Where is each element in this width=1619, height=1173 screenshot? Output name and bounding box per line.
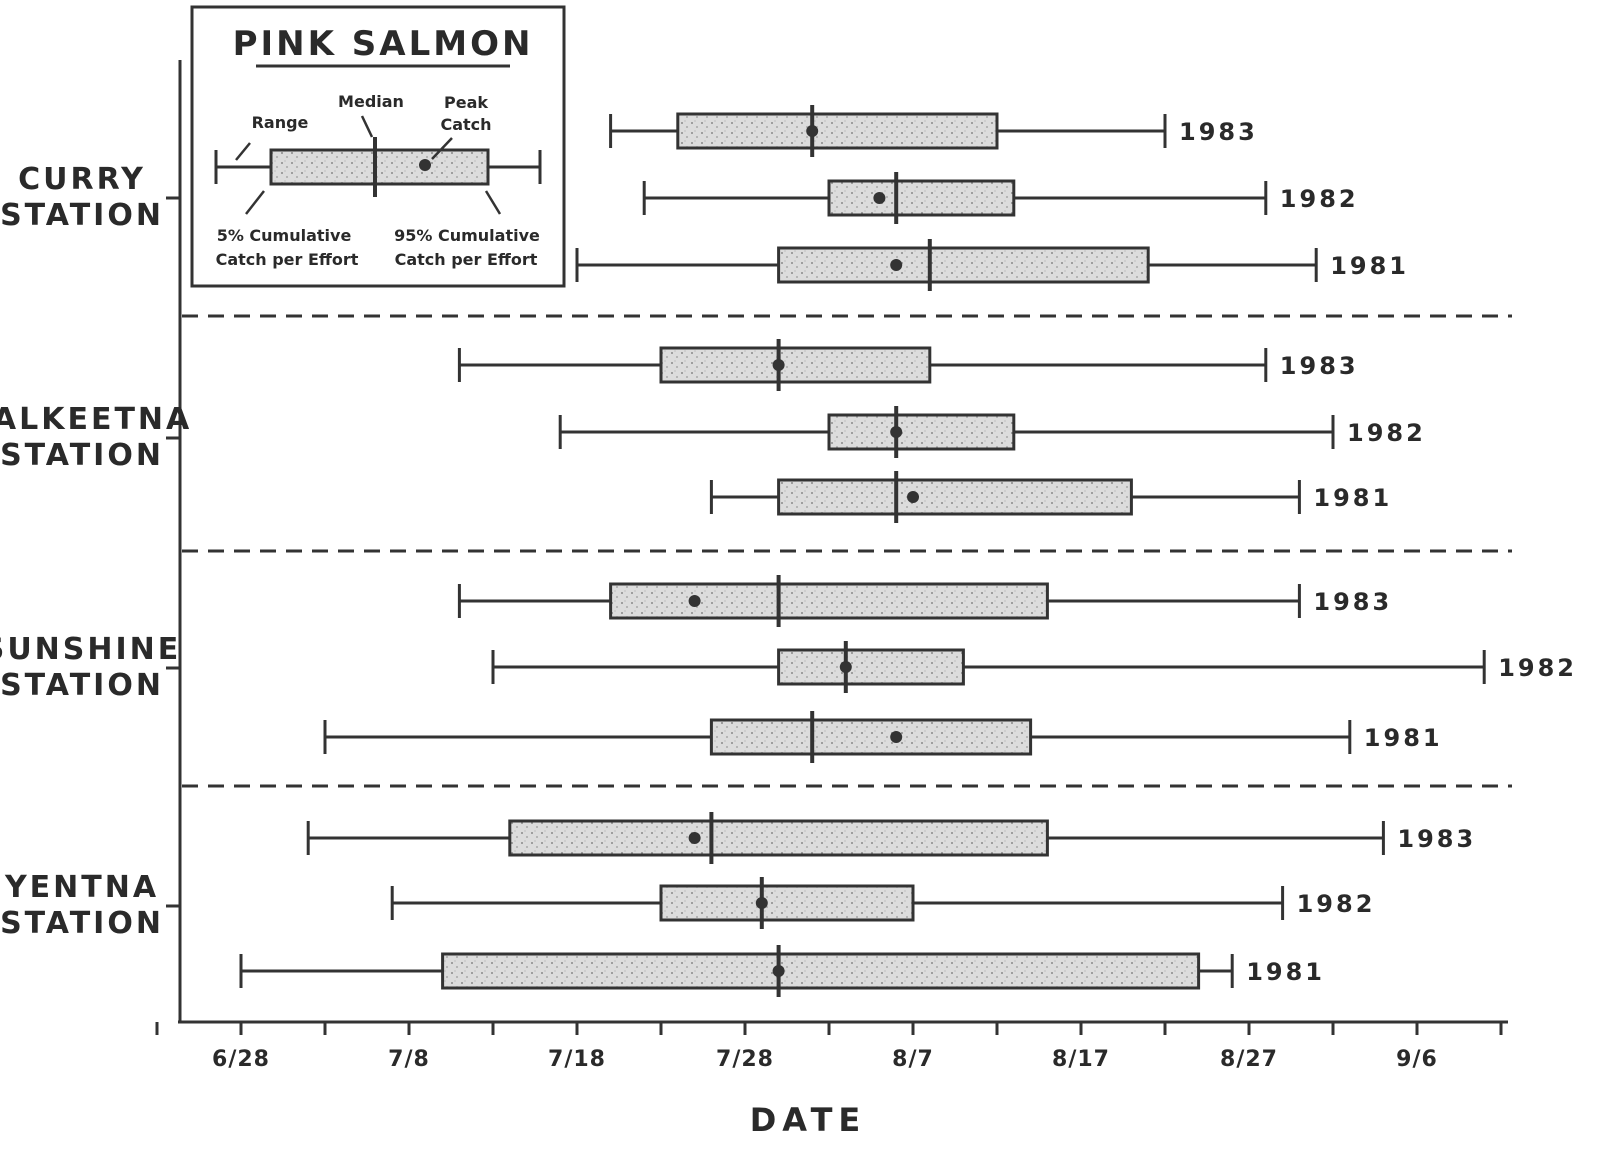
percentile-box (441, 952, 1201, 990)
legend-pointer-p95 (484, 190, 502, 215)
legend-pointer-median (360, 115, 374, 138)
peak-catch-marker (688, 595, 701, 607)
peak-catch-marker (890, 259, 903, 271)
year-label: 1983 (1313, 588, 1392, 616)
station-label: STATION (0, 198, 164, 233)
box-yentna-1981: 1981 (239, 945, 1325, 997)
peak-catch-marker (772, 359, 785, 371)
year-label: 1982 (1280, 185, 1359, 213)
x-tick-label: 6/28 (212, 1047, 270, 1072)
x-axis: 6/28 7/8 7/18 7/28 8/7 8/17 8/27 9/6 (155, 1022, 1503, 1072)
year-label: 1981 (1246, 958, 1325, 986)
x-tick-label: 9/6 (1396, 1047, 1438, 1072)
legend-percentile-box (269, 148, 490, 186)
box-sunshine-1982: 1982 (491, 641, 1577, 693)
percentile-box (609, 582, 1049, 620)
peak-catch-marker (839, 661, 852, 673)
year-label: 1983 (1179, 118, 1258, 146)
station-label: SUNSHINE (0, 632, 181, 667)
percentile-box (777, 246, 1150, 284)
box-talkeetna-1982: 1982 (558, 406, 1426, 458)
peak-catch-marker (890, 426, 903, 438)
percentile-box (709, 718, 1033, 756)
legend-peak-marker (419, 159, 431, 171)
x-tick-label: 7/28 (716, 1047, 774, 1072)
legend-median-label: Median (338, 92, 404, 111)
legend-p95-label: Catch per Effort (395, 250, 538, 269)
year-label: 1983 (1280, 352, 1359, 380)
station-label: YENTNA (4, 870, 159, 905)
percentile-box (659, 346, 932, 384)
year-label: 1981 (1313, 484, 1392, 512)
percentile-box (676, 112, 999, 150)
legend-p5-label: 5% Cumulative (217, 226, 352, 245)
percentile-box (827, 413, 1016, 451)
x-tick-label: 8/17 (1052, 1047, 1110, 1072)
peak-catch-marker (907, 491, 919, 503)
box-series: 1983 1982 1981 1983 1982 1981 1983 1982 1981 1983… (239, 105, 1577, 997)
x-tick-label: 7/8 (388, 1047, 430, 1072)
year-label: 1981 (1364, 724, 1443, 752)
year-label: 1981 (1330, 252, 1409, 280)
percentile-box (777, 648, 965, 686)
peak-catch-marker (688, 832, 701, 844)
legend-peak-label: Catch (440, 115, 491, 134)
box-sunshine-1983: 1983 (457, 575, 1392, 627)
legend-pointer-range (235, 142, 251, 161)
legend-pointer-p5 (245, 190, 265, 215)
percentile-box (659, 884, 915, 922)
legend: PINK SALMON Range Median Peak Catch 5% Cumula… (190, 5, 566, 288)
box-talkeetna-1983: 1983 (457, 339, 1359, 391)
percentile-box (508, 819, 1049, 857)
peak-catch-marker (772, 965, 785, 977)
peak-catch-marker (890, 731, 903, 743)
year-label: 1982 (1347, 419, 1426, 447)
legend-box (190, 5, 566, 288)
box-yentna-1982: 1982 (390, 877, 1376, 929)
peak-catch-marker (873, 192, 886, 204)
station-label: TALKEETNA (0, 402, 192, 437)
percentile-box (777, 478, 1133, 516)
box-curry-1983: 1983 (609, 105, 1258, 157)
x-tick-label: 8/27 (1220, 1047, 1278, 1072)
x-axis-title: DATE (750, 1101, 867, 1139)
legend-title: PINK SALMON (233, 24, 534, 64)
box-curry-1982: 1982 (642, 172, 1359, 224)
x-tick-label: 7/18 (548, 1047, 606, 1072)
station-label: STATION (0, 906, 164, 941)
legend-peak-label: Peak (444, 93, 488, 112)
plot-frame (178, 60, 1508, 1024)
box-yentna-1983: 1983 (306, 812, 1476, 864)
legend-range-label: Range (252, 113, 309, 132)
x-tick-label: 8/7 (892, 1047, 934, 1072)
station-labels: CURRYSTATIONTALKEETNASTATIONSUNSHINESTAT… (0, 162, 192, 941)
station-label: STATION (0, 438, 164, 473)
year-label: 1983 (1397, 825, 1476, 853)
year-label: 1982 (1498, 654, 1577, 682)
box-sunshine-1981: 1981 (323, 711, 1443, 763)
year-label: 1982 (1297, 890, 1376, 918)
station-separators (182, 314, 1512, 788)
box-talkeetna-1981: 1981 (709, 471, 1392, 523)
percentile-box (827, 179, 1016, 217)
legend-p95-label: 95% Cumulative (394, 226, 540, 245)
station-label: CURRY (18, 162, 146, 197)
box-curry-1981: 1981 (575, 239, 1409, 291)
station-label: STATION (0, 668, 164, 703)
legend-pointer-peak (431, 137, 453, 160)
peak-catch-marker (806, 125, 819, 137)
peak-catch-marker (755, 897, 768, 909)
legend-p5-label: Catch per Effort (216, 250, 359, 269)
